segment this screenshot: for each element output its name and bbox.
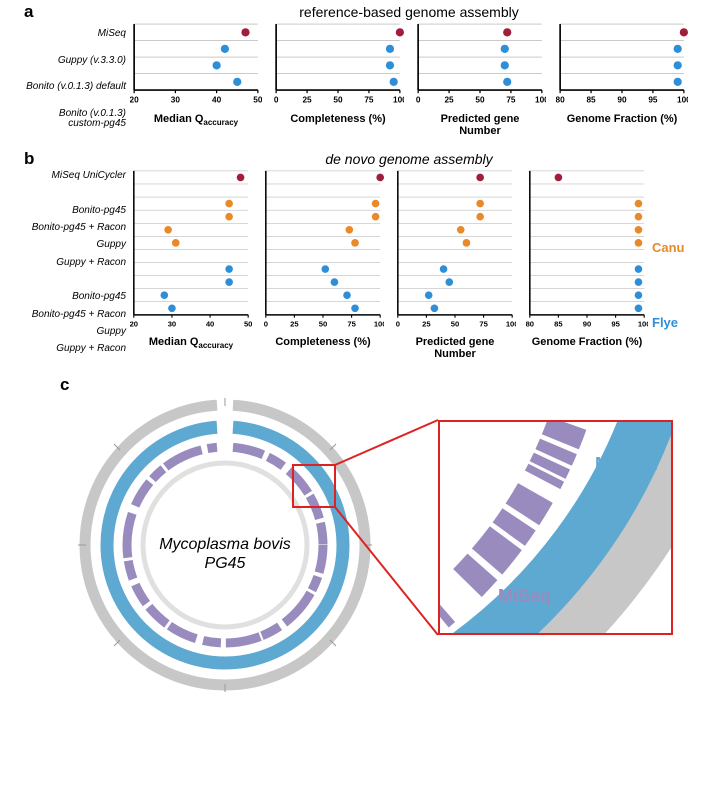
svg-text:20: 20 [130,319,138,328]
miseq-label: MiSeq [498,586,551,606]
svg-text:0: 0 [274,95,279,104]
row-label [20,188,126,201]
row-label: MiSeq [20,29,126,42]
svg-text:75: 75 [347,319,356,328]
x-axis-label: Predicted geneNumber [394,336,516,360]
genome-name: Mycoplasma bovisPG45 [135,535,315,573]
row-label: Bonito-pg45 [20,206,126,219]
panel-b: b de novo genome assembly MiSeq UniCycle… [0,147,708,370]
panel-b-row: MiSeq UniCycler Bonito-pg45 Bonito-pg45 + … [20,169,688,360]
group-label: Flye [652,285,688,359]
svg-text:30: 30 [171,95,181,104]
svg-text:40: 40 [212,95,222,104]
svg-text:0: 0 [264,319,268,328]
svg-text:85: 85 [554,319,563,328]
svg-text:75: 75 [506,95,516,104]
panel-a-row: MiSeq Guppy (v.3.3.0) Bonito (v.0.1.3) def… [20,22,688,137]
svg-text:90: 90 [583,319,591,328]
svg-text:90: 90 [617,95,627,104]
svg-text:100: 100 [638,319,648,328]
svg-text:25: 25 [302,95,312,104]
x-axis-label: Median Qaccuracy [130,336,252,350]
row-label: Bonito (v.0.1.3) default [20,82,126,95]
x-axis-label: Completeness (%) [262,336,384,348]
svg-text:50: 50 [253,95,262,104]
svg-text:50: 50 [333,95,343,104]
svg-text:100: 100 [393,95,404,104]
svg-text:85: 85 [586,95,596,104]
svg-text:25: 25 [290,319,299,328]
svg-text:30: 30 [168,319,176,328]
row-label: Bonito-pg45 + Racon [20,223,126,236]
row-label: Guppy + Racon [20,258,126,271]
row-label [20,275,126,288]
chart-block: 0 25 50 75 100 Predicted geneNumber [394,169,516,360]
panel-b-ylabels: MiSeq UniCycler Bonito-pg45 Bonito-pg45 + … [20,169,130,360]
panel-a-charts: 20 30 40 50 Median Qaccuracy 0 25 50 75 100 Comple… [130,22,688,137]
svg-text:0: 0 [416,95,421,104]
x-axis-label: Completeness (%) [272,113,404,125]
row-label: Guppy [20,240,126,253]
chart-block: 0 25 50 75 100 Completeness (%) [262,169,384,360]
row-label: Bonito-pg45 [20,292,126,305]
svg-text:0: 0 [396,319,400,328]
svg-text:50: 50 [244,319,252,328]
svg-text:40: 40 [206,319,214,328]
svg-text:100: 100 [535,95,546,104]
svg-text:100: 100 [374,319,384,328]
chart-block: 80 85 90 95 100 Genome Fraction (%) [526,169,648,360]
chart-block: 20 30 40 50 Median Qaccuracy [130,22,262,137]
chart-block: 80 85 90 95 100 Genome Fraction (%) [556,22,688,137]
x-axis-label: Genome Fraction (%) [526,336,648,348]
row-label: Bonito-pg45 + Racon [20,310,126,323]
x-axis-label: Median Qaccuracy [130,113,262,127]
panel-b-title: de novo genome assembly [130,151,688,167]
chart-block: 0 25 50 75 100 Predicted geneNumber [414,22,546,137]
svg-text:25: 25 [444,95,454,104]
svg-text:20: 20 [130,95,139,104]
zoom-inset: MinION MiSeq [438,420,673,635]
panel-b-right-labels: CanuFlye [648,169,688,360]
svg-text:95: 95 [648,95,658,104]
panel-b-letter: b [24,149,34,169]
row-label: Guppy (v.3.3.0) [20,56,126,69]
svg-text:75: 75 [364,95,374,104]
svg-text:50: 50 [475,95,485,104]
row-label: Guppy + Racon [20,344,126,357]
svg-text:80: 80 [526,319,534,328]
chart-block: 20 30 40 50 Median Qaccuracy [130,169,252,360]
panel-a-title: reference-based genome assembly [130,4,688,20]
chart-block: 0 25 50 75 100 Completeness (%) [272,22,404,137]
x-axis-label: Genome Fraction (%) [556,113,688,125]
svg-text:100: 100 [677,95,688,104]
row-label: MiSeq UniCycler [20,171,126,184]
minion-label: MinION [595,454,658,474]
svg-text:95: 95 [611,319,620,328]
panel-c: c [0,370,708,700]
group-label: Canu [652,211,688,285]
svg-text:50: 50 [451,319,459,328]
svg-text:80: 80 [556,95,565,104]
panel-b-charts: 20 30 40 50 Median Qaccuracy 0 25 50 75 100 Comple… [130,169,648,360]
svg-text:100: 100 [506,319,516,328]
svg-text:75: 75 [479,319,488,328]
panel-a-letter: a [24,2,33,22]
panel-c-letter: c [60,375,69,395]
row-label: Bonito (v.0.1.3) custom-pg45 [20,109,126,130]
panel-a: a reference-based genome assembly MiSeq G… [0,0,708,147]
svg-text:25: 25 [422,319,431,328]
panel-a-ylabels: MiSeq Guppy (v.3.3.0) Bonito (v.0.1.3) def… [20,22,130,137]
x-axis-label: Predicted geneNumber [414,113,546,137]
row-label: Guppy [20,327,126,340]
svg-text:50: 50 [319,319,327,328]
